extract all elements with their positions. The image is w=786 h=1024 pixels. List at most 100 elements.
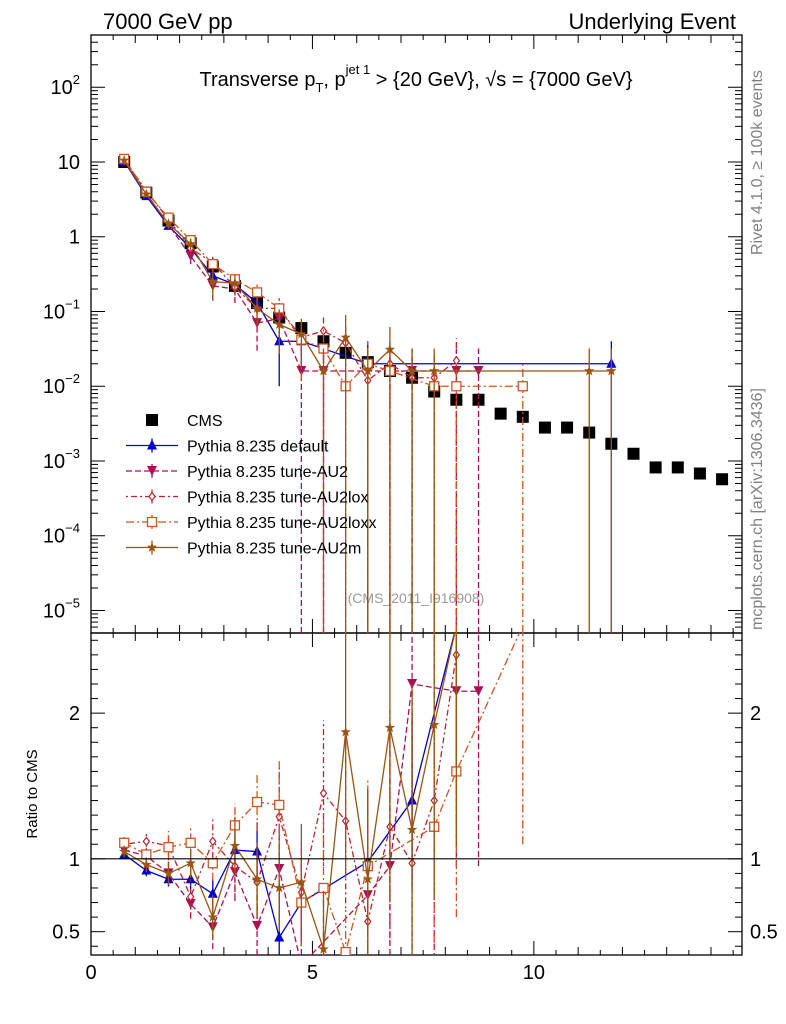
data-point xyxy=(207,858,218,869)
data-point xyxy=(406,365,418,376)
data-point xyxy=(274,931,285,942)
legend-entry-2: Pythia 8.235 tune-AU2 xyxy=(126,464,348,481)
ratio-tick-label-right: 1 xyxy=(750,849,761,871)
legend-entry-1: Pythia 8.235 default xyxy=(126,438,329,456)
data-point xyxy=(141,859,152,870)
series-line xyxy=(123,161,612,365)
data-point xyxy=(185,873,196,884)
data-point xyxy=(428,719,440,730)
axis-labels: 0 5 10 102 10 1 10−1 10−2 10−3 10−4 10−5 2 2 1 1 0.5 0.5 xyxy=(43,72,778,984)
legend-label: Pythia 8.235 tune-AU2lox xyxy=(187,490,368,507)
legend-marker xyxy=(147,466,157,476)
data-point xyxy=(538,421,551,434)
data-point xyxy=(141,188,152,199)
data-point xyxy=(163,218,174,229)
y-tick-label: 10−5 xyxy=(43,595,80,622)
data-point xyxy=(716,473,729,486)
legend-marker xyxy=(146,542,158,552)
data-point xyxy=(451,381,462,392)
data-point xyxy=(118,154,130,165)
ratio-axis-label: Ratio to CMS xyxy=(24,749,41,838)
data-point xyxy=(340,946,351,955)
data-point xyxy=(362,873,374,884)
data-point xyxy=(384,344,396,354)
data-point xyxy=(296,960,306,970)
data-point xyxy=(251,796,263,808)
data-point xyxy=(252,920,263,931)
legend-marker xyxy=(146,414,158,426)
x-tick-label: 0 xyxy=(85,962,96,984)
y-tick-label: 1 xyxy=(69,227,80,249)
data-point xyxy=(274,799,285,811)
y-tick-label: 10 xyxy=(58,152,80,174)
data-point xyxy=(627,447,640,460)
data-point xyxy=(209,836,217,847)
data-point xyxy=(428,365,440,376)
ratio-panel-frame xyxy=(90,632,743,956)
data-point xyxy=(163,867,174,878)
side-label-rivet: Rivet 4.1.0, ≥ 100k events xyxy=(749,70,766,255)
series-0 xyxy=(118,155,729,486)
data-point xyxy=(296,328,307,339)
series-line xyxy=(123,159,457,382)
data-point xyxy=(340,726,351,737)
data-point xyxy=(185,857,196,868)
data-point xyxy=(406,824,418,835)
ratio-tick-label-right: 0.5 xyxy=(750,922,778,944)
analysis-watermark: (CMS_2011_I916908) xyxy=(348,590,485,606)
data-point xyxy=(516,410,529,423)
legend-marker xyxy=(147,439,157,450)
series-line xyxy=(123,633,456,940)
legend-label: Pythia 8.235 tune-AU2 xyxy=(187,464,348,481)
data-point xyxy=(561,421,574,434)
ratio-tick-label: 1 xyxy=(69,849,80,871)
legend-marker xyxy=(146,516,158,528)
ratio-tick-label-right: 2 xyxy=(750,703,761,725)
ratio-tick-label: 0.5 xyxy=(52,922,80,944)
data-point xyxy=(207,258,218,270)
data-point xyxy=(186,891,195,902)
data-point xyxy=(163,842,174,853)
data-point xyxy=(207,887,218,898)
data-point xyxy=(606,365,617,376)
data-point xyxy=(649,461,662,474)
y-tick-label: 102 xyxy=(51,72,80,99)
main-series-group xyxy=(118,153,729,633)
y-tick-label: 10−3 xyxy=(43,446,80,473)
data-point xyxy=(142,836,151,847)
data-point xyxy=(583,365,595,376)
data-point xyxy=(251,287,263,298)
data-point xyxy=(296,365,307,376)
data-point xyxy=(473,686,484,697)
data-point xyxy=(273,318,285,329)
series-line xyxy=(124,683,479,955)
data-point xyxy=(207,276,219,287)
header-left: 7000 GeV pp xyxy=(103,9,233,34)
data-point xyxy=(517,381,528,392)
series-5 xyxy=(118,154,617,633)
series-line xyxy=(123,633,456,950)
data-point xyxy=(251,302,263,313)
legend-entry-3: Pythia 8.235 tune-AU2lox xyxy=(126,489,368,507)
data-point xyxy=(229,277,241,288)
data-point xyxy=(472,393,485,406)
data-point xyxy=(296,876,307,887)
ratio-tick-label: 2 xyxy=(69,703,80,725)
series-4 xyxy=(118,633,458,955)
legend-entry-0: CMS xyxy=(146,413,223,430)
y-tick-label: 10−1 xyxy=(43,296,80,323)
legend-entry-5: Pythia 8.235 tune-AU2m xyxy=(126,540,361,558)
plot-title: Transverse pT, pjet 1 > {20 GeV}, √s = {… xyxy=(199,62,632,95)
legend-marker xyxy=(148,491,156,502)
data-point xyxy=(671,461,684,474)
y-tick-label: 10−4 xyxy=(43,521,80,548)
data-point xyxy=(185,837,196,848)
legend: CMS Pythia 8.235 default Pythia 8.235 tune… xyxy=(126,413,376,558)
data-point xyxy=(273,882,285,893)
legend-label: CMS xyxy=(187,413,223,430)
data-point xyxy=(318,365,329,376)
legend-label: Pythia 8.235 tune-AU2m xyxy=(187,541,361,558)
data-point xyxy=(362,365,374,376)
y-tick-label: 10−2 xyxy=(43,371,80,398)
data-point xyxy=(384,722,396,733)
